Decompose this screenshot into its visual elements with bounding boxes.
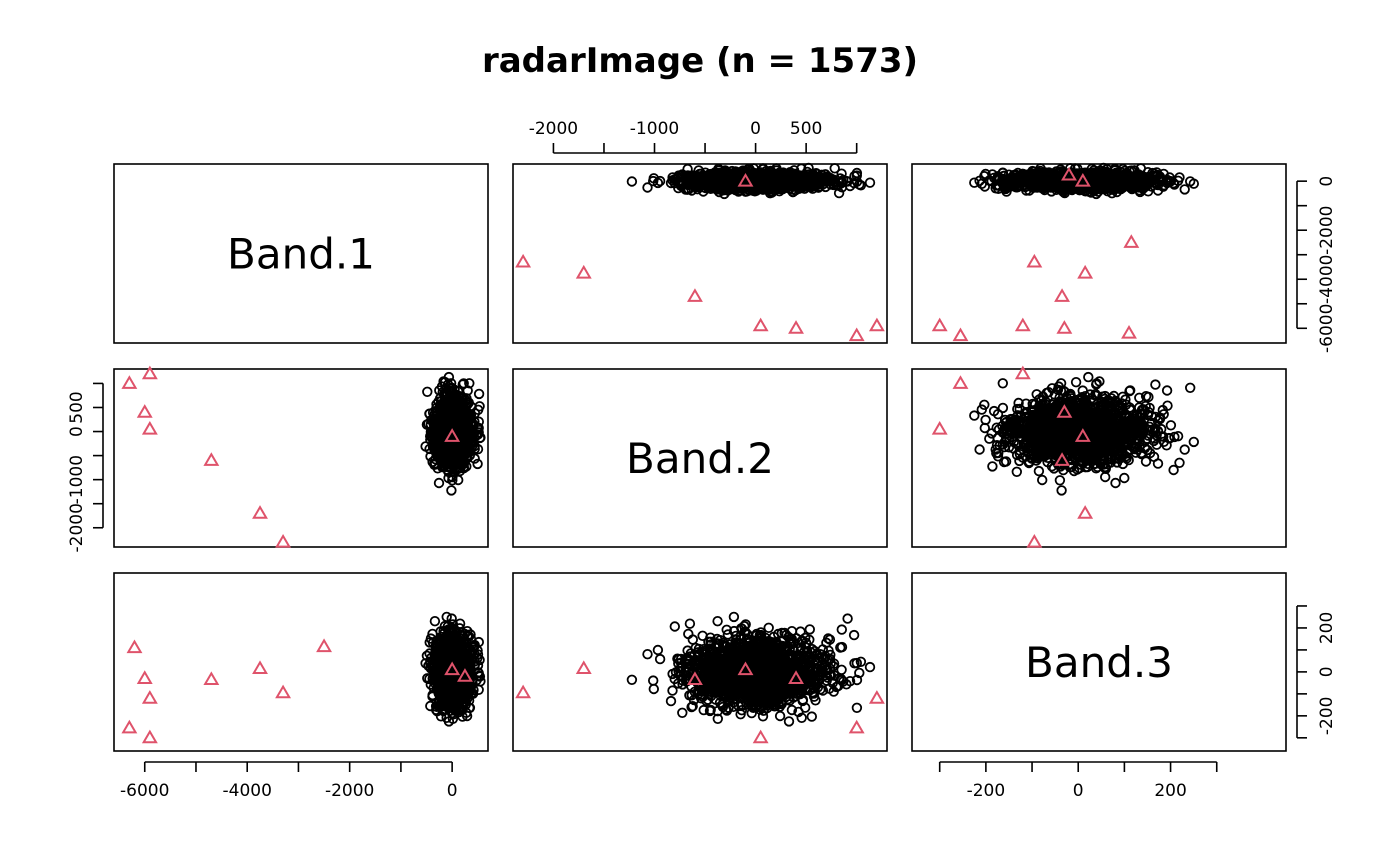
data-point	[665, 177, 677, 189]
data-point	[1179, 184, 1190, 195]
outlier-point	[515, 253, 532, 268]
data-point	[654, 175, 666, 187]
outlier-points	[931, 166, 1140, 342]
outlier-point	[1014, 317, 1031, 332]
outlier-point	[1054, 288, 1070, 302]
panel-Band.1-vs-Band.1: Band.1	[113, 163, 489, 344]
outlier-point	[752, 317, 769, 332]
variable-label: Band.1	[227, 230, 375, 279]
outlier-point	[931, 317, 948, 332]
data-point	[829, 163, 840, 174]
outlier-point	[687, 288, 703, 302]
data-point	[642, 182, 653, 193]
outlier-point	[141, 420, 158, 435]
outlier-point	[848, 327, 865, 342]
data-point	[969, 410, 980, 421]
panel-Band.2-vs-Band.3	[911, 365, 1287, 548]
panel-frame	[512, 163, 888, 344]
outlier-point	[1077, 264, 1094, 279]
data-point	[648, 175, 659, 187]
bulk-points	[420, 371, 486, 496]
outlier-point	[952, 327, 969, 342]
panel-Band.2-vs-Band.2: Band.2	[512, 368, 888, 548]
panel-frame	[113, 163, 489, 344]
outlier-point	[121, 375, 138, 389]
outlier-point	[1056, 320, 1073, 334]
panel-Band.2-vs-Band.1	[113, 365, 489, 548]
data-point	[626, 176, 638, 187]
data-point	[446, 485, 457, 496]
outlier-point	[1123, 234, 1140, 248]
variable-label: Band.2	[626, 434, 774, 483]
data-point	[433, 477, 445, 489]
data-point	[422, 386, 433, 398]
panel-Band.1-vs-Band.2	[512, 162, 888, 344]
data-point	[864, 177, 876, 188]
data-point	[1165, 420, 1177, 431]
outlier-point	[203, 452, 220, 466]
outlier-point	[1026, 253, 1043, 268]
outlier-point	[275, 533, 292, 548]
outlier-point	[136, 404, 153, 418]
bulk-points	[626, 162, 876, 200]
outlier-point	[1121, 325, 1137, 339]
data-point	[473, 388, 485, 400]
panel-Band.1-vs-Band.3	[911, 162, 1287, 344]
data-point	[652, 177, 664, 189]
outlier-point	[252, 505, 268, 519]
outlier-points	[121, 365, 461, 548]
outlier-point	[788, 320, 804, 334]
chart-title: radarImage (n = 1573)	[482, 41, 918, 81]
data-point	[1099, 471, 1111, 483]
outlier-point	[868, 317, 885, 332]
outlier-point	[575, 264, 592, 279]
bulk-points	[969, 162, 1200, 200]
outlier-points	[515, 172, 885, 342]
